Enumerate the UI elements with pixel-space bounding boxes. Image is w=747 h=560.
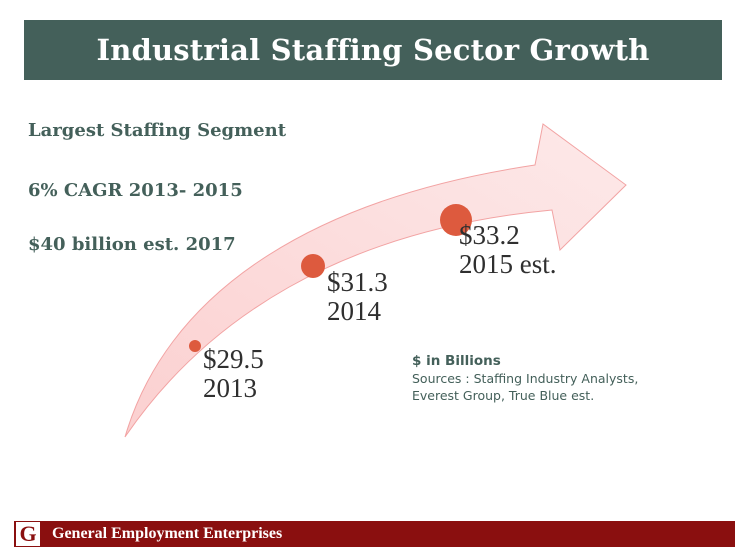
bullet-2017-estimate: $40 billion est. 2017 — [28, 234, 236, 255]
company-logo-icon: G — [16, 522, 40, 546]
title-bar: Industrial Staffing Sector Growth — [24, 20, 722, 80]
point-2015-value: $33.2 — [459, 220, 520, 250]
point-2015-year: 2015 est. — [459, 249, 557, 279]
sources-line-1: Sources : Staffing Industry Analysts, — [412, 371, 639, 386]
company-name: General Employment Enterprises — [52, 525, 283, 542]
point-2015-label: $33.2 2015 est. — [459, 221, 557, 279]
point-2014-year: 2014 — [327, 296, 381, 326]
point-2013-label: $29.5 2013 — [203, 345, 264, 403]
sources-note: $ in Billions Sources : Staffing Industr… — [412, 352, 638, 404]
slide-title: Industrial Staffing Sector Growth — [96, 33, 650, 67]
point-2014-label: $31.3 2014 — [327, 268, 388, 326]
units-note: $ in Billions — [412, 353, 501, 369]
point-2013-year: 2013 — [203, 373, 257, 403]
bullet-cagr: 6% CAGR 2013- 2015 — [28, 180, 243, 201]
logo-letter: G — [19, 521, 37, 546]
point-2014-value: $31.3 — [327, 267, 388, 297]
point-2014-dot — [301, 254, 325, 278]
bullet-largest-segment: Largest Staffing Segment — [28, 120, 287, 141]
growth-arrow — [124, 123, 627, 438]
point-2013-dot — [189, 340, 201, 352]
sources-line-2: Everest Group, True Blue est. — [412, 388, 595, 403]
point-2013-value: $29.5 — [203, 344, 264, 374]
footer-bar: G General Employment Enterprises — [14, 521, 735, 547]
point-2015-dot — [440, 204, 472, 236]
